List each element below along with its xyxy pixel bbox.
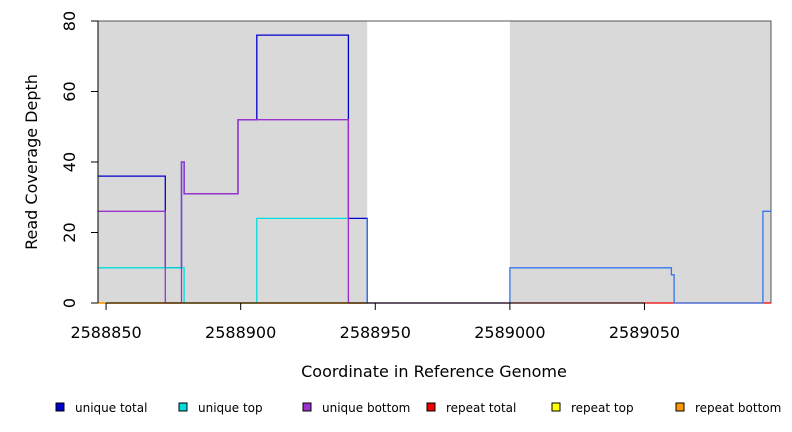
legend: unique total unique top unique bottom repea…	[55, 401, 781, 415]
legend-label-repeat-bottom: repeat bottom	[695, 401, 781, 415]
y-axis-title: Read Coverage Depth	[22, 74, 41, 250]
legend-label-repeat-top: repeat top	[571, 401, 634, 415]
legend-swatch-repeat-total	[426, 402, 436, 412]
y-tick-label: 40	[60, 152, 79, 172]
y-tick-label: 80	[60, 11, 79, 31]
y-axis: 0 20 40 60 80	[60, 11, 99, 308]
y-tick-label: 0	[60, 298, 79, 308]
shaded-region-1	[509, 21, 771, 303]
x-tick-label: 2588900	[205, 323, 276, 342]
legend-label-unique-bottom: unique bottom	[322, 401, 410, 415]
shaded-region-0	[98, 21, 368, 303]
series-line-unique-bottom	[98, 119, 368, 304]
x-tick-label: 2588850	[70, 323, 141, 342]
x-tick-label: 2589000	[474, 323, 545, 342]
legend-swatch-unique-bottom	[302, 402, 312, 412]
y-tick-label: 20	[60, 222, 79, 242]
legend-label-repeat-total: repeat total	[446, 401, 516, 415]
legend-swatch-unique-total	[55, 402, 65, 412]
x-tick-label: 2589050	[609, 323, 680, 342]
legend-swatch-repeat-bottom	[675, 402, 685, 412]
legend-label-unique-top: unique top	[198, 401, 263, 415]
y-tick-label: 60	[60, 81, 79, 101]
legend-swatch-repeat-top	[551, 402, 561, 412]
x-axis-title: Coordinate in Reference Genome	[301, 362, 567, 381]
x-tick-label: 2588950	[340, 323, 411, 342]
x-axis: 2588850 2588900 2588950 2589000 2589050	[70, 302, 680, 342]
legend-swatch-unique-top	[178, 402, 188, 412]
legend-label-unique-total: unique total	[75, 401, 147, 415]
shaded-regions	[98, 21, 771, 303]
